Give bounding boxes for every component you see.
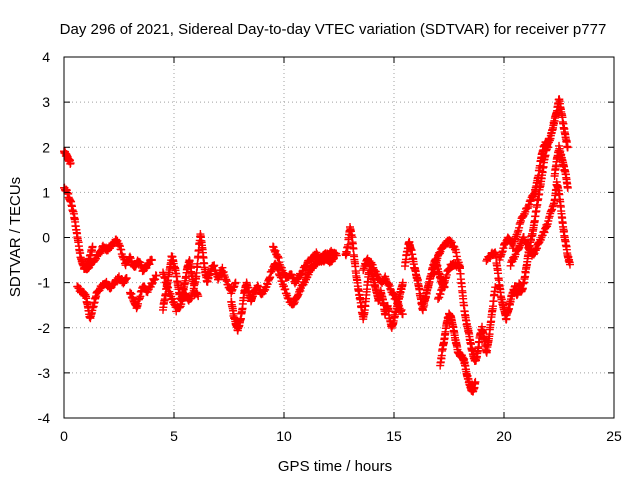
series-seg-q — [495, 137, 552, 264]
data-point — [563, 183, 572, 192]
series-seg-g — [159, 268, 203, 316]
data-point — [456, 262, 464, 271]
data-point — [88, 242, 97, 251]
x-tick-label: 10 — [276, 428, 292, 444]
series-seg-c — [73, 272, 131, 323]
data-point — [491, 283, 500, 292]
data-point — [194, 292, 203, 301]
data-point — [398, 310, 407, 319]
data-point — [148, 256, 156, 265]
y-tick-label: 2 — [42, 139, 50, 155]
series-seg-m — [429, 236, 500, 365]
axis-ticks: 0 5 10 15 20 25 -4 -3 -2 -1 0 1 2 3 4 — [38, 49, 622, 444]
x-tick-label: 0 — [60, 428, 68, 444]
series-seg-n — [436, 309, 480, 396]
x-tick-label: 5 — [170, 428, 178, 444]
series-seg-r — [506, 178, 574, 270]
x-tick-label: 15 — [386, 428, 402, 444]
y-tick-label: -1 — [38, 275, 51, 291]
data-point — [330, 251, 339, 260]
data-point — [544, 143, 552, 152]
y-tick-label: -4 — [38, 410, 51, 426]
y-axis-label: SDTVAR / TECUs — [7, 177, 24, 297]
y-tick-label: -2 — [38, 320, 51, 336]
data-point — [231, 278, 240, 287]
series-seg-k — [359, 254, 407, 319]
y-tick-label: 3 — [42, 94, 50, 110]
series-seg-a — [60, 147, 75, 168]
series-seg-d — [82, 235, 156, 276]
data-point — [563, 143, 572, 152]
y-tick-label: 4 — [42, 49, 50, 65]
data-point — [122, 274, 131, 283]
x-tick-label: 20 — [496, 428, 512, 444]
series-seg-h — [227, 246, 341, 335]
chart-title: Day 296 of 2021, Sidereal Day-to-day VTE… — [60, 21, 607, 38]
series-seg-e — [126, 271, 161, 313]
series-seg-f — [159, 230, 240, 314]
data-point — [398, 278, 407, 287]
data-point — [152, 271, 161, 280]
series-seg-i — [269, 242, 339, 288]
data-point — [566, 260, 574, 269]
data-points — [60, 95, 574, 396]
series-seg-o — [434, 259, 464, 303]
y-tick-label: 1 — [42, 184, 50, 200]
data-point — [471, 377, 480, 386]
x-tick-label: 25 — [606, 428, 622, 444]
x-axis-label: GPS time / hours — [278, 458, 392, 475]
y-tick-label: -3 — [38, 365, 51, 381]
data-point — [66, 159, 75, 168]
y-tick-label: 0 — [42, 230, 50, 246]
series-seg-s — [550, 141, 572, 192]
